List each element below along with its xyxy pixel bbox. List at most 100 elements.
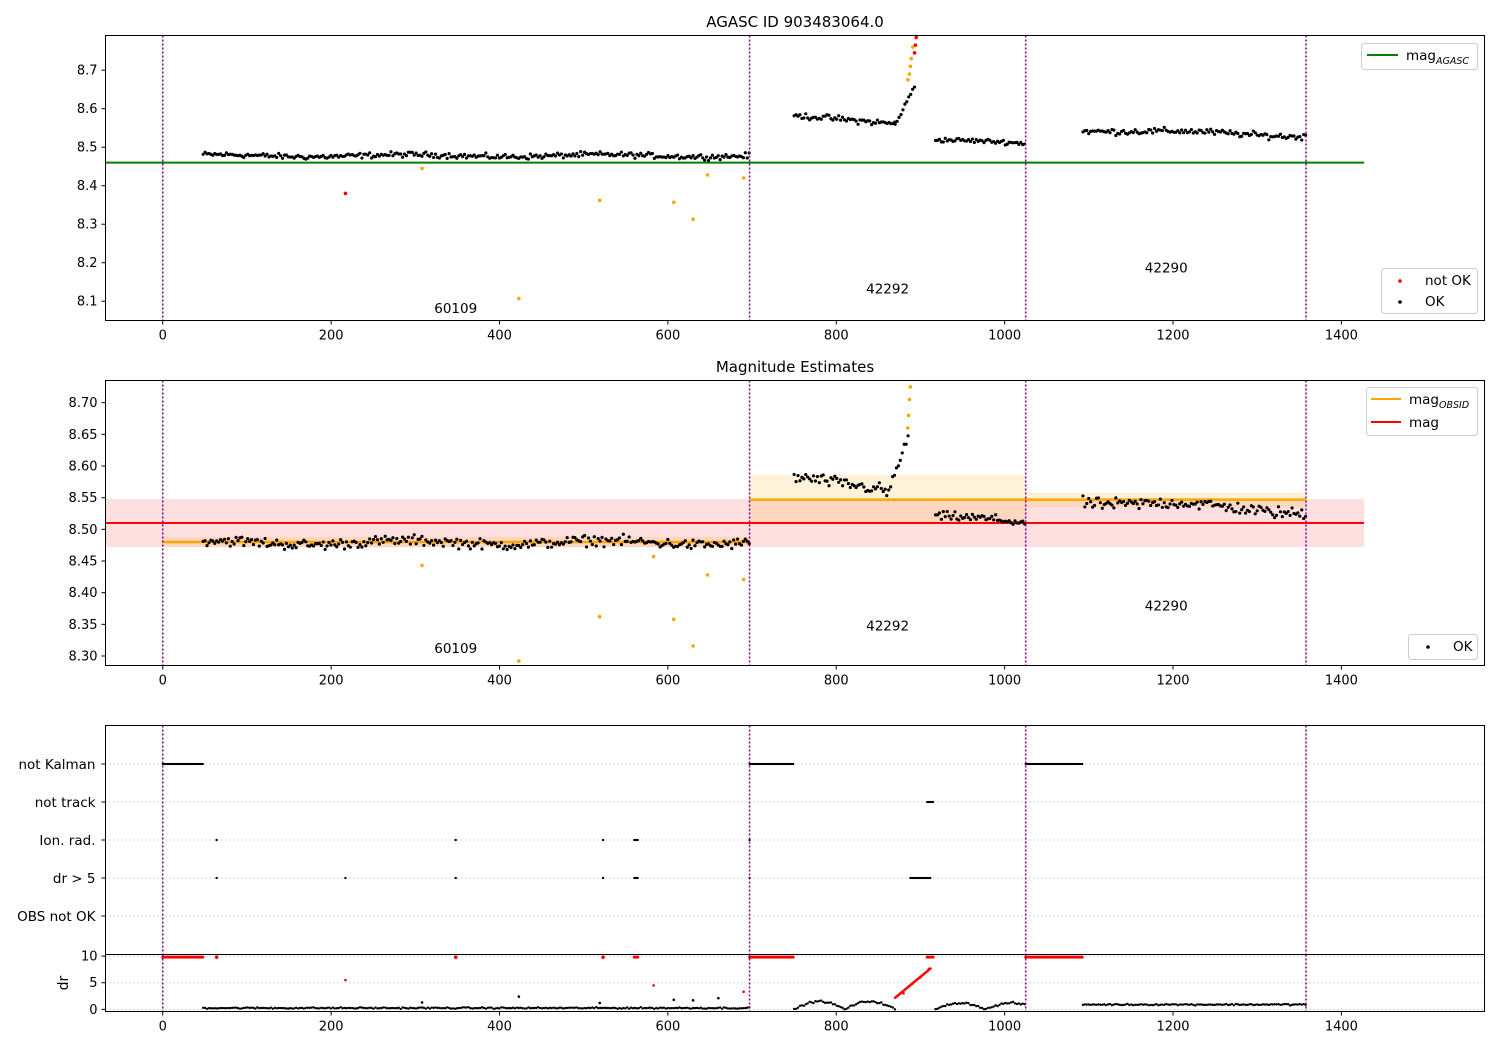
ok-point: [340, 540, 345, 544]
ok-point: [451, 543, 455, 548]
dr-point: [626, 1006, 629, 1009]
dr-point: [517, 995, 521, 998]
dr-point: [1007, 1002, 1011, 1005]
ok-point: [1147, 499, 1151, 503]
ok-point: [366, 541, 370, 545]
ok-point: [1141, 502, 1145, 506]
x-tick-label: 200: [319, 1020, 344, 1035]
ok-point: [1087, 132, 1091, 136]
ok-point: [633, 156, 637, 160]
ok-point: [321, 540, 325, 544]
ok-point: [1253, 512, 1257, 516]
ok-point: [1243, 511, 1248, 515]
ok-point: [794, 480, 798, 484]
dr-point: [207, 1006, 211, 1010]
ok-point: [1222, 502, 1226, 506]
ok-point: [538, 154, 542, 158]
dr-point: [1277, 1002, 1280, 1006]
ok-point: [1265, 132, 1269, 137]
dr-point: [655, 1006, 658, 1010]
ok-point: [337, 542, 341, 546]
obsid-label: 42292: [866, 282, 909, 298]
ok-point: [555, 540, 560, 544]
dr-point: [982, 1008, 986, 1011]
ok-point: [1121, 499, 1126, 504]
ok-point: [804, 112, 808, 116]
ok-point: [1228, 503, 1232, 507]
ok-point: [802, 116, 806, 120]
dr-point: [217, 1007, 220, 1010]
dr-point: [467, 1006, 470, 1009]
dr-point: [285, 1007, 288, 1010]
dr-point: [316, 1007, 319, 1010]
ok-point: [685, 545, 689, 549]
ok-point: [953, 510, 957, 514]
dr-point: [347, 1006, 350, 1010]
ok-point: [637, 154, 641, 158]
flag-mark: [636, 838, 639, 842]
dr-point: [248, 1006, 251, 1010]
ok-point: [1166, 505, 1170, 510]
dr-point: [660, 1006, 664, 1010]
dr-point: [242, 1006, 246, 1010]
dr-point: [538, 1006, 542, 1010]
ok-point: [1156, 503, 1161, 507]
ok-point: [410, 536, 414, 540]
dr-point: [1097, 1003, 1100, 1006]
ok-point: [839, 118, 843, 122]
dr-point: [358, 1006, 362, 1009]
ok-point: [621, 532, 625, 536]
dr-point: [887, 1004, 891, 1008]
dr-point: [837, 1004, 840, 1008]
ok-point: [414, 542, 418, 546]
dr-point: [378, 1007, 381, 1010]
ok-point: [798, 479, 802, 483]
dr-point: [329, 1007, 333, 1010]
ok-point: [879, 486, 883, 491]
ok-point: [689, 546, 693, 551]
ok-point: [1236, 131, 1240, 136]
dr-flag-point: [636, 955, 640, 959]
dr-point: [722, 1006, 726, 1009]
dr-point: [1108, 1002, 1112, 1006]
ok-point: [424, 538, 428, 542]
ok-point: [288, 543, 292, 547]
dr-point: [575, 1006, 579, 1009]
ok-point: [201, 152, 205, 156]
ok-point: [941, 140, 945, 144]
ok-point: [691, 538, 695, 542]
ok-point: [1135, 502, 1139, 506]
dr-point: [633, 1006, 637, 1010]
dr-point: [858, 1000, 862, 1004]
x-tick-label: 1000: [988, 329, 1021, 344]
ok-point: [344, 540, 349, 544]
dr-point: [610, 1006, 613, 1010]
dr-point: [542, 1006, 546, 1010]
ok-point: [279, 154, 283, 158]
ok-point: [854, 119, 858, 123]
outlier-point: [671, 617, 676, 622]
dr-point: [591, 1006, 594, 1009]
dr-point: [1286, 1003, 1290, 1006]
dr-point: [548, 1006, 551, 1010]
dr-point: [1232, 1004, 1236, 1007]
ok-point: [482, 154, 486, 158]
dr-point: [637, 1006, 641, 1010]
ok-point: [579, 149, 583, 154]
ok-point: [333, 543, 337, 547]
dr-point: [294, 1006, 298, 1009]
dr-point: [1157, 1004, 1160, 1007]
ok-point: [893, 122, 897, 126]
ok-point: [480, 547, 484, 551]
ok-point: [833, 474, 837, 478]
dr-point: [531, 1006, 534, 1010]
dr-point: [744, 1006, 747, 1010]
flag-mark: [344, 876, 347, 880]
ok-point: [579, 540, 583, 544]
ok-point: [1265, 506, 1269, 510]
ok-point: [664, 541, 668, 546]
dr-point: [891, 1006, 895, 1009]
ok-point: [457, 547, 461, 551]
ok-point: [900, 451, 904, 455]
ok-point: [718, 158, 722, 162]
